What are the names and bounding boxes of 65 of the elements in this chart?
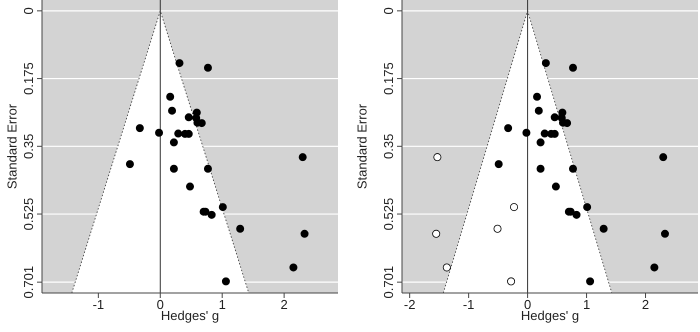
point	[522, 128, 530, 137]
point	[572, 210, 581, 219]
y-tick-label: 0.175	[21, 62, 36, 95]
point	[510, 203, 518, 212]
point	[533, 92, 542, 101]
point	[155, 128, 164, 137]
point	[504, 124, 512, 132]
point	[542, 59, 550, 68]
y-axis-title: Standard Error	[4, 103, 20, 190]
point	[494, 160, 503, 168]
point	[184, 113, 193, 122]
y-tick-label: 0.525	[381, 198, 396, 230]
point	[586, 277, 594, 286]
x-tick-label: -1	[92, 297, 104, 312]
x-tick-label: 1	[218, 297, 226, 312]
point	[170, 164, 178, 173]
point	[432, 230, 440, 238]
point	[650, 263, 658, 272]
y-tick-label: 0.35	[381, 134, 396, 159]
point	[540, 130, 549, 138]
x-tick-label: 1	[582, 297, 590, 312]
point	[568, 64, 577, 72]
point	[536, 164, 545, 173]
y-axis-title: Standard Error	[354, 103, 370, 190]
point	[552, 182, 560, 191]
point	[170, 138, 178, 146]
y-tick-label: 0.525	[21, 198, 36, 230]
point	[136, 124, 144, 132]
point	[204, 64, 212, 72]
point	[583, 203, 592, 212]
point	[442, 263, 451, 272]
y-tick-label: 0	[381, 7, 396, 14]
point	[208, 210, 216, 219]
point	[218, 203, 227, 212]
y-tick-label: 0.701	[381, 266, 396, 298]
x-tick-label: 2	[642, 297, 650, 312]
point	[204, 164, 212, 173]
point	[126, 160, 134, 168]
x-tick-label: -1	[462, 297, 474, 312]
point	[175, 59, 184, 68]
point	[289, 263, 298, 272]
point	[536, 138, 545, 146]
point	[300, 230, 309, 238]
point	[568, 164, 577, 173]
point	[534, 106, 543, 115]
point	[236, 224, 244, 233]
point	[494, 224, 502, 233]
point	[433, 153, 442, 162]
point	[660, 230, 669, 238]
point	[186, 182, 194, 191]
point	[174, 130, 182, 138]
point	[298, 153, 307, 162]
x-tick-label: 2	[280, 297, 288, 312]
point	[168, 106, 176, 115]
point	[659, 153, 668, 162]
point	[600, 224, 608, 233]
y-tick-label: 0.701	[21, 266, 36, 298]
y-tick-label: 0.175	[381, 62, 396, 95]
point	[550, 113, 559, 122]
point	[222, 277, 230, 286]
point	[166, 92, 174, 101]
x-tick-label: -2	[404, 297, 416, 312]
point	[507, 277, 516, 286]
y-tick-label: 0	[21, 7, 36, 14]
y-tick-label: 0.35	[21, 134, 36, 159]
